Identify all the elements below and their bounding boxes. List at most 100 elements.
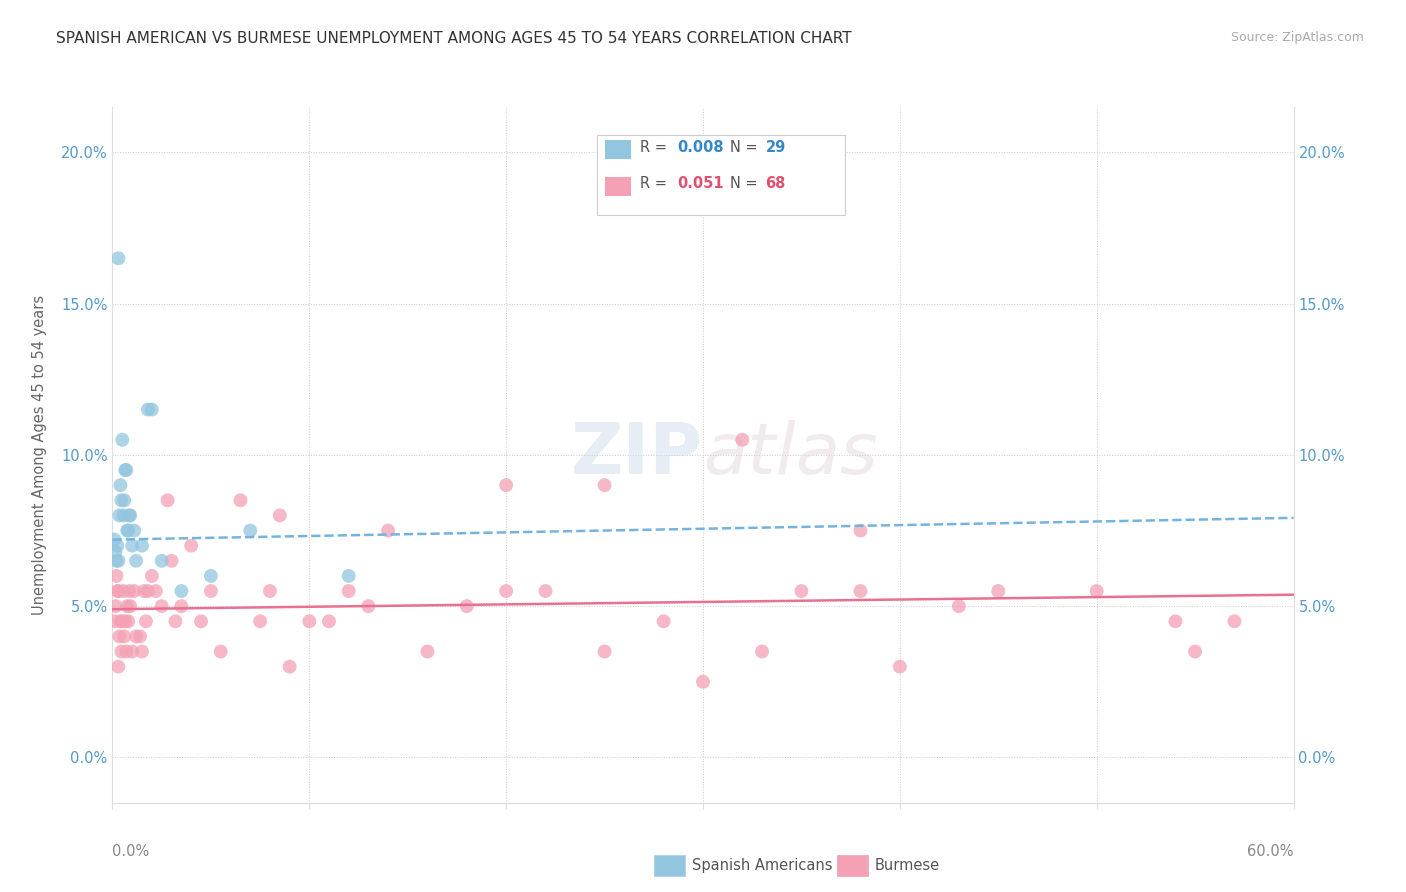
Point xyxy=(889,659,911,673)
Point xyxy=(534,584,557,599)
Point xyxy=(456,599,478,614)
Point xyxy=(337,584,360,599)
Point xyxy=(110,615,132,629)
Point xyxy=(165,615,187,629)
Point xyxy=(145,584,167,599)
Point xyxy=(129,629,152,643)
Point xyxy=(136,584,159,599)
Point xyxy=(200,584,222,599)
Point xyxy=(120,599,142,614)
Point xyxy=(259,584,281,599)
Point xyxy=(112,493,135,508)
Point xyxy=(115,644,138,658)
Point xyxy=(790,584,813,599)
Point xyxy=(1164,615,1187,629)
Point xyxy=(107,539,129,553)
Point xyxy=(180,539,202,553)
Text: N =: N = xyxy=(730,140,762,155)
Point xyxy=(269,508,291,523)
Point xyxy=(1184,644,1206,658)
Text: ZIP: ZIP xyxy=(571,420,703,490)
Text: 0.051: 0.051 xyxy=(678,176,724,191)
Point xyxy=(849,524,872,538)
Point xyxy=(107,584,129,599)
Point xyxy=(593,644,616,658)
Point xyxy=(120,508,142,523)
Point xyxy=(108,629,131,643)
Point xyxy=(200,569,222,583)
Point xyxy=(108,508,131,523)
Point xyxy=(131,539,153,553)
Point xyxy=(170,584,193,599)
Point xyxy=(112,584,135,599)
Point xyxy=(104,599,127,614)
Text: R =: R = xyxy=(640,176,672,191)
Point xyxy=(1223,615,1246,629)
Point xyxy=(107,584,129,599)
Bar xyxy=(605,177,631,196)
Point xyxy=(110,493,132,508)
Point xyxy=(495,478,517,492)
Point xyxy=(105,554,128,568)
Point xyxy=(160,554,183,568)
Text: Spanish Americans: Spanish Americans xyxy=(692,858,832,872)
Bar xyxy=(605,140,631,159)
Point xyxy=(131,644,153,658)
Point xyxy=(593,478,616,492)
Point xyxy=(115,463,138,477)
Text: 0.008: 0.008 xyxy=(678,140,724,155)
Point xyxy=(115,599,138,614)
Y-axis label: Unemployment Among Ages 45 to 54 years: Unemployment Among Ages 45 to 54 years xyxy=(32,295,48,615)
Point xyxy=(112,629,135,643)
Point xyxy=(111,615,134,629)
Text: N =: N = xyxy=(730,176,762,191)
Point xyxy=(107,554,129,568)
Point xyxy=(114,463,136,477)
Point xyxy=(298,615,321,629)
Point xyxy=(107,252,129,266)
Point xyxy=(249,615,271,629)
Point xyxy=(209,644,232,658)
Point xyxy=(190,615,212,629)
Point xyxy=(278,659,301,673)
Point xyxy=(110,644,132,658)
Point xyxy=(105,569,128,583)
Point xyxy=(122,524,145,538)
Point xyxy=(337,569,360,583)
Point xyxy=(111,433,134,447)
Point xyxy=(751,644,773,658)
Point xyxy=(136,402,159,417)
Point xyxy=(115,524,138,538)
Point xyxy=(987,584,1010,599)
Point xyxy=(141,402,163,417)
Text: R =: R = xyxy=(640,140,672,155)
Point xyxy=(229,493,252,508)
Point xyxy=(377,524,399,538)
Text: 29: 29 xyxy=(766,140,786,155)
Point xyxy=(731,433,754,447)
Point xyxy=(104,545,127,559)
Text: 0.0%: 0.0% xyxy=(112,845,149,859)
Point xyxy=(117,615,139,629)
Point xyxy=(849,584,872,599)
Point xyxy=(495,584,517,599)
Point xyxy=(118,584,141,599)
Point xyxy=(132,584,155,599)
Text: Burmese: Burmese xyxy=(875,858,939,872)
Point xyxy=(1085,584,1108,599)
Text: Source: ZipAtlas.com: Source: ZipAtlas.com xyxy=(1230,31,1364,45)
Point xyxy=(239,524,262,538)
Text: atlas: atlas xyxy=(703,420,877,490)
Point xyxy=(118,508,141,523)
Point xyxy=(121,539,143,553)
Point xyxy=(114,615,136,629)
Text: 68: 68 xyxy=(766,176,786,191)
Point xyxy=(122,584,145,599)
Point xyxy=(416,644,439,658)
Point xyxy=(107,659,129,673)
Point xyxy=(125,629,148,643)
Point xyxy=(150,554,173,568)
Point xyxy=(156,493,179,508)
Point xyxy=(652,615,675,629)
Point xyxy=(117,524,139,538)
